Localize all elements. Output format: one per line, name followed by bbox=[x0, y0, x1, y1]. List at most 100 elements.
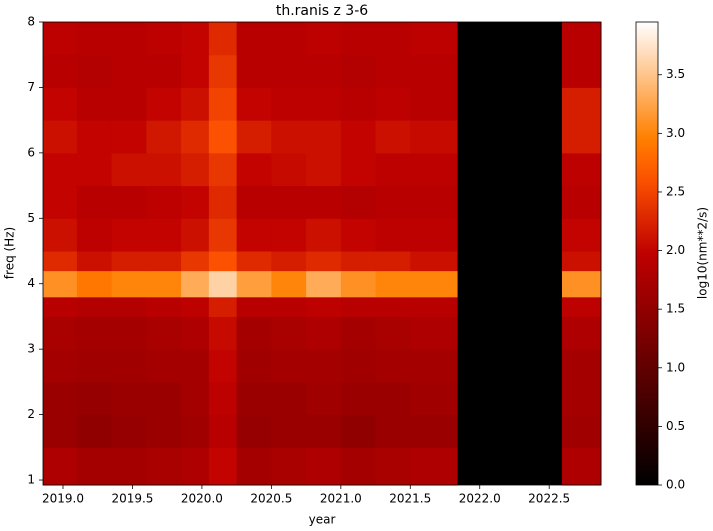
heat-cell bbox=[146, 349, 182, 383]
heat-cell bbox=[43, 381, 78, 416]
heat-cell bbox=[340, 270, 377, 298]
y-tick-label: 6 bbox=[27, 145, 35, 159]
heat-cell bbox=[561, 120, 602, 154]
colorbar-tick-label: 3.5 bbox=[666, 67, 685, 81]
heat-cell bbox=[236, 54, 272, 88]
heat-cell bbox=[181, 218, 210, 252]
heat-cell bbox=[271, 447, 307, 486]
heat-cell bbox=[410, 152, 458, 187]
heat-cell bbox=[375, 54, 411, 88]
heat-cell bbox=[375, 22, 411, 56]
heat-cell bbox=[410, 296, 458, 317]
heat-cell bbox=[181, 54, 210, 88]
heat-cell bbox=[306, 349, 342, 383]
x-tick-label: 2022.5 bbox=[528, 492, 570, 506]
heat-cell bbox=[43, 270, 78, 298]
heat-cell bbox=[111, 316, 147, 350]
heat-cell bbox=[375, 381, 411, 416]
heat-cell bbox=[208, 296, 238, 317]
heat-cell bbox=[306, 414, 342, 448]
heat-cell bbox=[561, 218, 602, 252]
heat-cell bbox=[208, 185, 238, 219]
x-axis-label: year bbox=[309, 513, 336, 527]
colorbar-tick-label: 1.5 bbox=[666, 302, 685, 316]
heat-cell bbox=[111, 251, 147, 272]
heat-cell bbox=[375, 447, 411, 486]
heat-cell bbox=[146, 218, 182, 252]
heat-cell bbox=[236, 120, 272, 154]
y-tick-label: 1 bbox=[27, 473, 35, 487]
heat-cell bbox=[340, 316, 377, 350]
heat-cell bbox=[208, 22, 238, 56]
heat-cell bbox=[181, 296, 210, 317]
heat-cell bbox=[146, 414, 182, 448]
heat-cell bbox=[111, 381, 147, 416]
x-tick-label: 2020.0 bbox=[181, 492, 223, 506]
heat-cell bbox=[76, 120, 113, 154]
heat-cell bbox=[111, 349, 147, 383]
heat-cell bbox=[271, 218, 307, 252]
heat-cell bbox=[410, 349, 458, 383]
heat-cell bbox=[146, 87, 182, 121]
heat-cell bbox=[340, 54, 377, 88]
heat-cell bbox=[43, 152, 78, 187]
heat-cell bbox=[561, 54, 602, 88]
heat-cell bbox=[76, 270, 113, 298]
heat-cell bbox=[271, 270, 307, 298]
colorbar-tick-label: 0.5 bbox=[666, 419, 685, 433]
heat-cell bbox=[375, 296, 411, 317]
y-tick-label: 8 bbox=[27, 15, 35, 29]
heat-cell bbox=[375, 316, 411, 350]
heat-cell bbox=[561, 414, 602, 448]
heat-cell bbox=[561, 349, 602, 383]
heat-cell bbox=[181, 414, 210, 448]
heat-cell bbox=[236, 349, 272, 383]
heat-cell bbox=[340, 447, 377, 486]
heat-cell bbox=[306, 120, 342, 154]
heat-cell bbox=[111, 270, 147, 298]
heat-cell bbox=[236, 381, 272, 416]
heat-cell bbox=[76, 447, 113, 486]
heat-cell bbox=[208, 349, 238, 383]
heat-cell bbox=[43, 87, 78, 121]
heat-cell bbox=[561, 316, 602, 350]
heat-cell bbox=[410, 251, 458, 272]
heat-cell bbox=[410, 414, 458, 448]
heat-cell bbox=[208, 251, 238, 272]
heat-cell bbox=[76, 87, 113, 121]
heat-cell bbox=[410, 316, 458, 350]
heat-cell bbox=[375, 218, 411, 252]
heat-cell bbox=[340, 120, 377, 154]
heat-cell bbox=[271, 152, 307, 187]
heat-cell bbox=[43, 251, 78, 272]
heat-cell bbox=[236, 87, 272, 121]
heat-cell bbox=[43, 22, 78, 56]
heat-cell bbox=[208, 87, 238, 121]
colorbar bbox=[635, 21, 659, 486]
heat-cell bbox=[271, 414, 307, 448]
heat-cell bbox=[43, 218, 78, 252]
heat-cell bbox=[410, 270, 458, 298]
heat-cell bbox=[181, 251, 210, 272]
heat-cell bbox=[76, 316, 113, 350]
colorbar-tick-label: 2.5 bbox=[666, 184, 685, 198]
heat-cell bbox=[76, 381, 113, 416]
heat-cell bbox=[111, 22, 147, 56]
heat-cell bbox=[111, 152, 147, 187]
heat-cell bbox=[236, 296, 272, 317]
heat-cell bbox=[111, 87, 147, 121]
heat-cell bbox=[561, 152, 602, 187]
y-tick-label: 5 bbox=[27, 211, 35, 225]
heat-cell bbox=[410, 87, 458, 121]
heat-cell bbox=[271, 381, 307, 416]
heat-cell bbox=[236, 251, 272, 272]
heat-cell bbox=[111, 296, 147, 317]
heat-cell bbox=[181, 316, 210, 350]
heat-cell bbox=[271, 185, 307, 219]
heat-cell bbox=[306, 381, 342, 416]
heat-cell bbox=[306, 152, 342, 187]
heat-cell bbox=[181, 270, 210, 298]
x-tick-label: 2021.0 bbox=[320, 492, 362, 506]
heat-cell bbox=[375, 152, 411, 187]
heat-cell bbox=[181, 22, 210, 56]
